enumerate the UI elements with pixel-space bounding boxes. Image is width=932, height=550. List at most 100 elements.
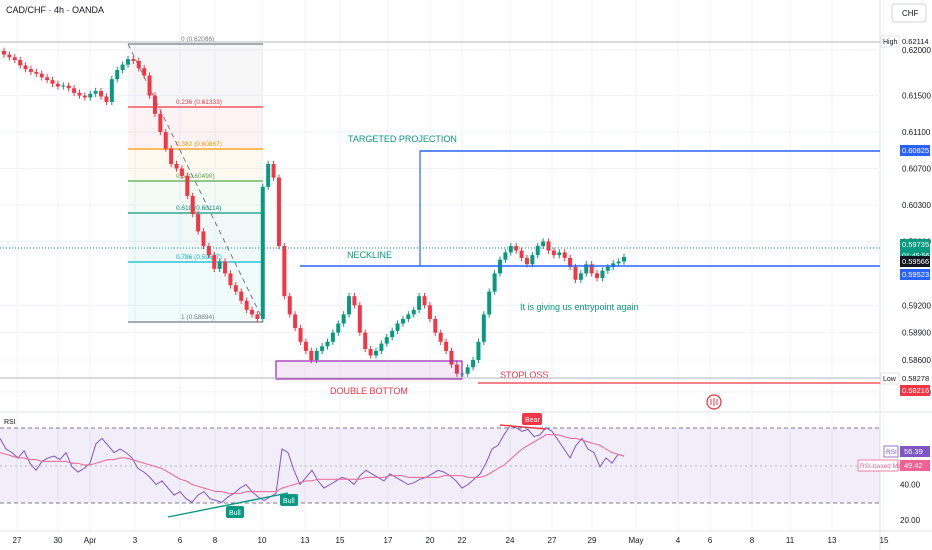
currency-button[interactable]: CHF — [891, 3, 927, 23]
candle-body — [142, 68, 147, 76]
double-bottom-box[interactable] — [275, 360, 463, 380]
candle-body — [303, 341, 308, 351]
stoploss-label: STOPLOSS — [500, 370, 548, 380]
candle-body — [309, 350, 314, 360]
candle-body — [390, 330, 395, 338]
bull-divergence-line — [167, 492, 289, 518]
price-tick-label: 0.59200 — [902, 301, 931, 310]
fib-level-label: 0.786 (0.59577) — [176, 254, 222, 261]
candle-body — [562, 252, 567, 258]
price-tag: Low — [880, 372, 900, 385]
candle-body — [206, 246, 211, 256]
candle-body — [352, 296, 357, 306]
candle-body — [551, 250, 556, 256]
time-tick-label: 6 — [178, 536, 183, 545]
candle-body — [363, 332, 368, 350]
rsi-title: RSI — [4, 419, 16, 426]
candle-body — [406, 314, 411, 319]
candle-body — [568, 257, 573, 267]
candle-body — [341, 314, 346, 324]
candle-body — [201, 231, 206, 247]
double-bottom-label: DOUBLE BOTTOM — [330, 386, 408, 396]
candle-body — [444, 341, 449, 351]
candle-body — [384, 337, 389, 344]
price-axis-labels: 0.62114High0.608250.5973501:45:560.59566… — [880, 35, 930, 396]
price-badge: 0.62114 — [900, 36, 930, 47]
candle-body — [239, 291, 244, 301]
rsi-ma-line — [0, 434, 625, 494]
time-tick-label: 27 — [13, 536, 22, 545]
time-tick-label: 10 — [258, 536, 267, 545]
candle-body — [7, 54, 12, 58]
time-tick-label: 13 — [301, 536, 310, 545]
symbol-title[interactable]: CAD/CHF · 4h · OANDA — [6, 5, 104, 15]
candle-body — [18, 60, 23, 66]
candle-body — [476, 341, 481, 360]
time-tick-label: 15 — [336, 536, 345, 545]
fib-level-label: 0.236 (0.61333) — [176, 99, 222, 106]
time-tick-label: 15 — [880, 536, 889, 545]
fib-level-label: 0 (0.62086) — [181, 36, 214, 43]
price-tick-label: 0.58600 — [902, 356, 931, 365]
time-tick-label: 8 — [750, 536, 755, 545]
svg-text:0.59566: 0.59566 — [902, 257, 929, 266]
candle-body — [82, 95, 87, 98]
candle-body — [66, 85, 71, 89]
candle-body — [276, 177, 281, 247]
candle-body — [584, 264, 589, 274]
bear-divergence-line — [499, 424, 547, 430]
candle-body — [126, 59, 130, 65]
candle-body — [400, 318, 405, 324]
candle-body — [147, 75, 152, 96]
fib-level-label: 0.382 (0.60867) — [176, 141, 222, 148]
economic-event-icon[interactable] — [706, 394, 722, 410]
candle-body — [174, 163, 179, 169]
svg-text:High: High — [883, 39, 898, 46]
price-badge: 0.58278 — [900, 373, 930, 384]
rsi-tick-label: 40.00 — [900, 481, 921, 490]
svg-text:0.62114: 0.62114 — [902, 37, 929, 46]
fib-level-label: 0.618 (0.60114) — [176, 205, 221, 212]
candle-body — [557, 252, 562, 256]
candle-body — [589, 264, 594, 274]
time-tick-label: Apr — [84, 536, 97, 545]
rsi-legend-item: RSI-based MA 49.42 — [857, 459, 930, 472]
svg-text:49.42: 49.42 — [904, 461, 923, 470]
price-badge: 0.59566 — [900, 256, 930, 267]
price-tag: High — [880, 35, 900, 48]
candle-body — [487, 291, 492, 315]
candle-body — [282, 246, 287, 297]
svg-text:0.60825: 0.60825 — [902, 146, 929, 155]
bull-label-2: Bull — [280, 494, 298, 506]
targeted-projection-label: TARGETED PROJECTION — [348, 134, 457, 144]
candle-body — [330, 332, 335, 342]
bull-label-1: Bull — [226, 506, 244, 518]
price-badge: 0.59523 — [900, 269, 930, 280]
candlestick-series — [2, 47, 626, 377]
candle-body — [368, 349, 373, 356]
candle-body — [72, 88, 77, 93]
candle-body — [287, 296, 292, 315]
time-tick-label: 27 — [548, 536, 557, 545]
time-tick-label: 6 — [708, 536, 713, 545]
candle-body — [250, 309, 254, 315]
candle-body — [616, 261, 621, 264]
candle-body — [411, 309, 416, 315]
candle-body — [492, 273, 497, 292]
candle-body — [578, 273, 583, 280]
candle-body — [320, 346, 325, 351]
candle-body — [55, 83, 60, 87]
candle-body — [325, 341, 330, 347]
candle-body — [600, 270, 605, 278]
svg-text:RSI: RSI — [886, 449, 897, 456]
candle-body — [314, 350, 319, 360]
candle-body — [190, 195, 195, 215]
time-tick-label: 11 — [786, 536, 795, 545]
price-tick-label: 0.61500 — [902, 92, 931, 101]
svg-text:0.59523: 0.59523 — [902, 270, 929, 279]
fibonacci-retracement[interactable]: 0 (0.62086) 0.236 (0.61333) 0.382 (0.60867… — [128, 36, 263, 323]
time-tick-label: 4 — [676, 536, 681, 545]
time-tick-label: 17 — [384, 536, 393, 545]
time-axis[interactable]: 27 30 Apr 3 6 8 10 13 15 17 20 22 24 27 29 May 4 6 8 11 13 15 — [13, 536, 889, 545]
